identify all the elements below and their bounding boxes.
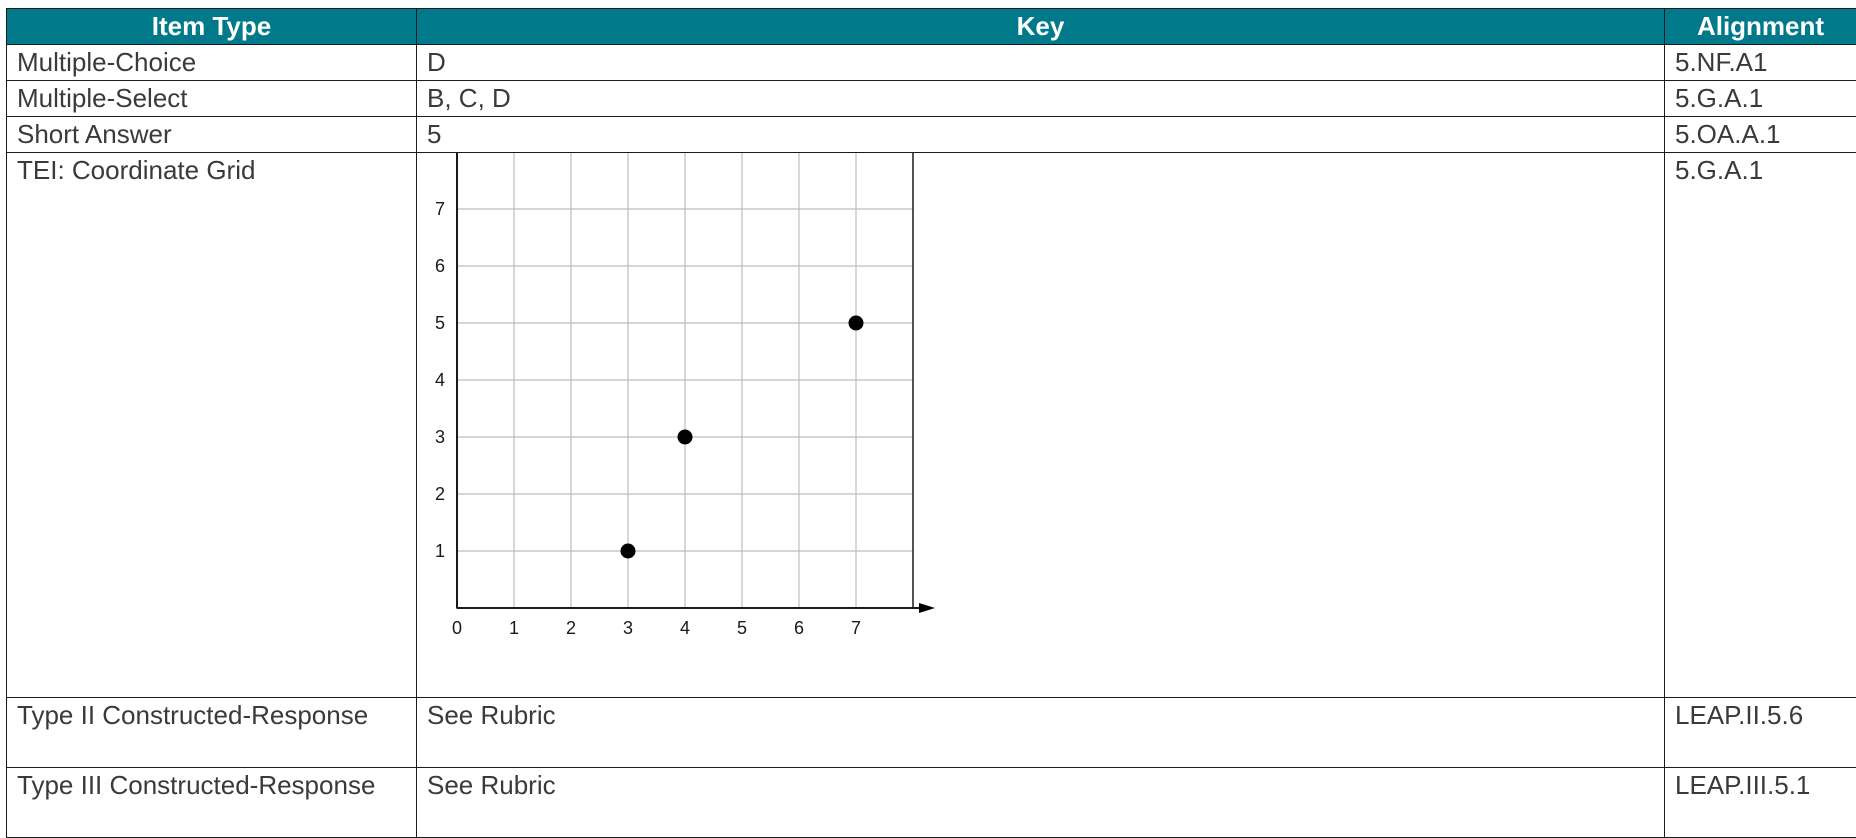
coordinate-grid: 0 1 2 3 4 5 6 7 1 2 3 4 5 6 7	[417, 153, 937, 693]
x-tick-label: 3	[623, 618, 633, 638]
axes	[452, 153, 935, 613]
x-tick-label: 1	[509, 618, 519, 638]
x-tick-label: 4	[680, 618, 690, 638]
key-cell: See Rubric	[417, 698, 1665, 768]
coordinate-grid-cell: 0 1 2 3 4 5 6 7 1 2 3 4 5 6 7	[417, 153, 1665, 698]
item-type-cell: Multiple-Select	[7, 81, 417, 117]
key-cell: B, C, D	[417, 81, 1665, 117]
y-tick-label: 7	[435, 199, 445, 219]
plotted-point	[678, 430, 693, 445]
x-tick-label: 0	[452, 618, 462, 638]
table-row: Short Answer 5 5.OA.A.1	[7, 117, 1856, 153]
x-tick-label: 6	[794, 618, 804, 638]
item-type-cell: TEI: Coordinate Grid	[7, 153, 417, 698]
alignment-cell: 5.G.A.1	[1665, 153, 1856, 698]
header-alignment: Alignment	[1665, 9, 1856, 45]
alignment-cell: 5.NF.A1	[1665, 45, 1856, 81]
plotted-point	[621, 544, 636, 559]
alignment-cell: LEAP.II.5.6	[1665, 698, 1856, 768]
y-tick-labels: 1 2 3 4 5 6 7	[435, 199, 445, 561]
key-cell: 5	[417, 117, 1665, 153]
key-cell: See Rubric	[417, 768, 1665, 838]
table-row: Multiple-Choice D 5.NF.A1	[7, 45, 1856, 81]
item-type-cell: Multiple-Choice	[7, 45, 417, 81]
answer-key-table: Item Type Key Alignment Multiple-Choice …	[6, 8, 1856, 838]
item-type-cell: Short Answer	[7, 117, 417, 153]
header-item-type: Item Type	[7, 9, 417, 45]
alignment-cell: LEAP.III.5.1	[1665, 768, 1856, 838]
plotted-point	[849, 316, 864, 331]
grid-lines	[457, 153, 913, 608]
x-tick-label: 5	[737, 618, 747, 638]
table-row: TEI: Coordinate Grid 0 1 2 3 4 5 6 7 1 2 3 4 5 6 7 5.…	[7, 153, 1856, 698]
header-key: Key	[417, 9, 1665, 45]
item-type-cell: Type III Constructed-Response	[7, 768, 417, 838]
item-type-cell: Type II Constructed-Response	[7, 698, 417, 768]
y-tick-label: 5	[435, 313, 445, 333]
table-row: Type II Constructed-Response See Rubric …	[7, 698, 1856, 768]
alignment-cell: 5.OA.A.1	[1665, 117, 1856, 153]
y-tick-label: 6	[435, 256, 445, 276]
y-tick-label: 2	[435, 484, 445, 504]
x-tick-label: 7	[851, 618, 861, 638]
x-tick-labels: 0 1 2 3 4 5 6 7	[452, 618, 861, 638]
y-tick-label: 1	[435, 541, 445, 561]
alignment-cell: 5.G.A.1	[1665, 81, 1856, 117]
table-row: Type III Constructed-Response See Rubric…	[7, 768, 1856, 838]
y-tick-label: 4	[435, 370, 445, 390]
key-cell: D	[417, 45, 1665, 81]
table-row: Multiple-Select B, C, D 5.G.A.1	[7, 81, 1856, 117]
y-tick-label: 3	[435, 427, 445, 447]
x-tick-label: 2	[566, 618, 576, 638]
x-axis-arrow-icon	[919, 603, 935, 613]
header-row: Item Type Key Alignment	[7, 9, 1856, 45]
